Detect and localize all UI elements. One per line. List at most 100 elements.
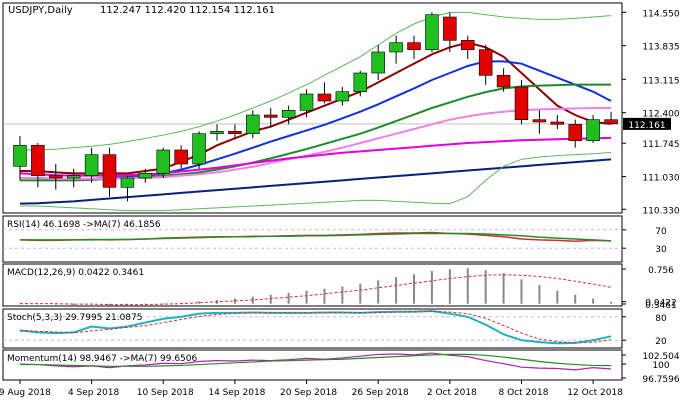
current-price-label: 112.161	[628, 121, 665, 131]
bearish-candle	[443, 16, 457, 41]
price-pane-tick-label: 112.400	[642, 110, 679, 120]
bearish-candle	[174, 149, 188, 165]
momentum-pane-tick-label: 102.504	[642, 352, 679, 362]
rsi-pane-frame	[2, 215, 623, 263]
bearish-candle	[532, 119, 547, 123]
macd-histogram-bar	[162, 303, 165, 305]
bullish-candle	[84, 154, 99, 176]
macd-histogram-bar	[413, 274, 416, 304]
bullish-candle	[425, 14, 439, 50]
price-pane-frame	[2, 2, 623, 214]
momentum-pane-frame	[2, 349, 623, 381]
macd-pane-tick-label: 0.0422	[645, 299, 677, 309]
bullish-candle	[120, 177, 135, 188]
bearish-candle	[568, 124, 582, 141]
x-axis-label: 4 Sep 2018	[68, 388, 120, 398]
macd-histogram-bar	[520, 279, 523, 304]
x-axis-label: 20 Sep 2018	[280, 388, 337, 398]
bullish-candle	[586, 119, 600, 141]
price-pane-tick-label: 111.030	[642, 174, 679, 184]
bearish-candle	[102, 154, 117, 188]
bullish-candle	[138, 173, 153, 179]
macd-histogram-bar	[341, 286, 344, 304]
bearish-candle	[604, 119, 618, 125]
macd-histogram-bar	[377, 280, 380, 304]
macd-histogram-bar	[538, 285, 541, 304]
stoch-pane-tick-label: 80	[655, 314, 667, 324]
macd-histogram-bar	[198, 301, 201, 304]
momentum-series-line-1	[19, 353, 612, 367]
bearish-candle	[496, 75, 511, 88]
bullish-candle	[389, 42, 403, 53]
stoch-pane-tick-label: 20	[655, 337, 667, 347]
price-pane-tick-label: 113.115	[642, 76, 679, 86]
bearish-candle	[49, 175, 63, 179]
rsi-pane-title: RSI(14) 46.1698 ->MA(7) 46.1856	[7, 220, 161, 230]
stoch-pane-frame	[2, 308, 623, 349]
bearish-candle	[407, 42, 421, 50]
bearish-candle	[478, 49, 493, 76]
momentum-pane-title: Momentum(14) 98.9467 ->MA(7) 99.6506	[7, 354, 198, 364]
bullish-candle	[335, 91, 350, 102]
momentum-pane-tick-label: 100	[652, 361, 669, 371]
macd-histogram-bar	[108, 303, 111, 306]
moving-average-line-0	[19, 41, 612, 175]
bearish-candle	[31, 145, 45, 176]
bullish-candle	[13, 145, 27, 167]
macd-histogram-bar	[484, 270, 487, 304]
moving-average-line-5	[19, 158, 612, 205]
bullish-candle	[246, 114, 260, 134]
rsi-pane-tick-label: 30	[655, 245, 667, 255]
macd-histogram-bar	[323, 288, 326, 304]
bearish-candle	[263, 114, 278, 118]
current-price-box	[623, 117, 671, 130]
macd-histogram-bar	[556, 290, 559, 304]
macd-histogram-bar	[144, 303, 147, 305]
price-pane-tick-label: 113.835	[642, 43, 679, 53]
macd-histogram-bar	[287, 292, 290, 304]
moving-average-line-6	[19, 11, 612, 151]
x-axis-label: 12 Oct 2018	[567, 388, 623, 398]
x-axis-label: 14 Sep 2018	[208, 388, 265, 398]
macd-histogram-bar	[359, 283, 362, 304]
macd-histogram-bar	[305, 290, 308, 304]
macd-histogram-bar	[466, 268, 469, 304]
momentum-pane-tick-label: 96.7596	[642, 375, 679, 385]
bearish-candle	[461, 40, 475, 50]
macd-histogram-bar	[72, 303, 75, 306]
macd-pane-title: MACD(12,26,9) 0.0422 0.3461	[7, 268, 144, 278]
bullish-candle	[371, 51, 385, 74]
macd-pane-frame	[2, 263, 623, 307]
macd-histogram-bar	[430, 271, 433, 304]
bullish-candle	[192, 133, 206, 165]
price-pane-tick-label: 114.550	[642, 9, 679, 19]
macd-histogram-bar	[448, 269, 451, 304]
x-axis-label: 8 Oct 2018	[499, 388, 549, 398]
rsi-pane-tick-label: 70	[655, 227, 667, 237]
macd-histogram-bar	[269, 294, 272, 304]
bearish-candle	[228, 131, 242, 134]
macd-histogram-bar	[574, 294, 577, 304]
bullish-candle	[156, 149, 170, 174]
macd-histogram-bar	[395, 277, 398, 304]
moving-average-line-7	[19, 151, 612, 212]
bearish-candle	[514, 86, 529, 120]
bullish-candle	[281, 110, 296, 118]
moving-average-line-4	[19, 136, 612, 177]
chart-ohlc-label: 112.247 112.420 112.154 112.161	[100, 5, 275, 16]
x-axis-label: 29 Aug 2018	[0, 388, 51, 398]
stoch-series-line-1	[19, 310, 612, 344]
macd-histogram-bar	[610, 301, 613, 304]
macd-histogram-bar	[502, 273, 505, 304]
bearish-candle	[317, 93, 332, 102]
bullish-candle	[353, 72, 368, 92]
price-pane-tick-label: 110.330	[642, 206, 679, 216]
bearish-candle	[550, 121, 565, 125]
price-pane-tick-label: 111.745	[642, 140, 679, 150]
x-axis-label: 26 Sep 2018	[352, 388, 409, 398]
chart-symbol-label: USDJPY,Daily	[8, 5, 73, 16]
bullish-candle	[66, 175, 81, 179]
x-axis-label: 2 Oct 2018	[427, 388, 477, 398]
rsi-series-line-1	[19, 232, 612, 242]
